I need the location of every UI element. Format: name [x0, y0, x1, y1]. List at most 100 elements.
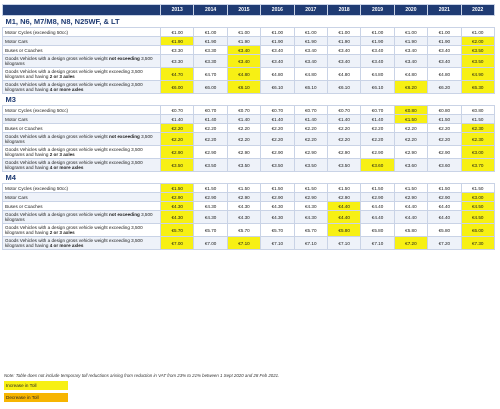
- toll-value-cell: €4.80: [226, 67, 262, 81]
- toll-value-cell: €3.60: [360, 158, 395, 172]
- toll-value-cell: €2.20: [226, 132, 262, 146]
- toll-value-cell: €6.20: [427, 80, 462, 94]
- toll-value-cell: €4.30: [226, 201, 262, 211]
- toll-value-cell: €2.90: [427, 145, 462, 159]
- toll-value-cell: €1.50: [159, 183, 195, 193]
- toll-value-cell: €4.40: [393, 210, 429, 224]
- legend-decrease: Decrease in Toll: [4, 393, 68, 402]
- toll-value-cell: €3.30: [159, 54, 195, 68]
- toll-value-cell: €3.40: [326, 54, 362, 68]
- toll-value-cell: €0.70: [326, 105, 362, 115]
- toll-value-cell: €3.40: [427, 54, 462, 68]
- table-row: Goods Vehicles with a design gross vehic…: [2, 210, 495, 224]
- toll-value-cell: €4.70: [193, 67, 228, 81]
- toll-value-cell: €2.20: [159, 132, 195, 146]
- toll-value-cell: €2.20: [226, 123, 262, 133]
- toll-value-cell: €1.50: [226, 183, 262, 193]
- toll-value-cell: €3.40: [427, 45, 462, 55]
- toll-value-cell: €4.30: [260, 210, 295, 224]
- toll-value-cell: €3.50: [293, 158, 328, 172]
- year-header-2022: 2022: [460, 4, 495, 16]
- toll-value-cell: €1.50: [393, 114, 429, 124]
- year-header-2019: 2019: [360, 4, 395, 16]
- section-title: M4: [2, 171, 495, 184]
- toll-value-cell: €3.00: [460, 145, 495, 159]
- toll-value-cell: €4.50: [460, 210, 495, 224]
- year-header-row: 2013 2014 2015 2016 2017 2018 2019 2020 2021 2022: [2, 4, 495, 16]
- toll-value-cell: €1.00: [193, 27, 228, 37]
- toll-value-cell: €3.60: [427, 158, 462, 172]
- toll-value-cell: €6.00: [159, 80, 195, 94]
- toll-value-cell: €2.90: [326, 192, 362, 202]
- legend-increase: Increase in Toll: [4, 381, 68, 390]
- toll-value-cell: €2.90: [226, 192, 262, 202]
- toll-value-cell: €4.30: [260, 201, 295, 211]
- toll-value-cell: €3.50: [193, 158, 228, 172]
- toll-value-cell: €3.50: [326, 158, 362, 172]
- toll-value-cell: €3.40: [226, 54, 262, 68]
- toll-value-cell: €1.40: [326, 114, 362, 124]
- toll-value-cell: €3.40: [393, 54, 429, 68]
- toll-value-cell: €5.70: [260, 223, 295, 237]
- toll-value-cell: €2.90: [293, 145, 328, 159]
- toll-value-cell: €6.00: [193, 80, 228, 94]
- toll-value-cell: €2.20: [427, 132, 462, 146]
- toll-value-cell: €1.40: [226, 114, 262, 124]
- toll-value-cell: €2.90: [427, 192, 462, 202]
- vehicle-class-label: Buses or Coaches: [2, 45, 161, 55]
- toll-value-cell: €5.70: [293, 223, 328, 237]
- toll-value-cell: €5.70: [159, 223, 195, 237]
- toll-value-cell: €2.20: [260, 123, 295, 133]
- toll-value-cell: €1.50: [326, 183, 362, 193]
- table-row: Goods Vehicles with a design gross vehic…: [2, 132, 495, 146]
- toll-value-cell: €2.90: [260, 145, 295, 159]
- toll-value-cell: €1.40: [260, 114, 295, 124]
- toll-value-cell: €4.40: [326, 201, 362, 211]
- toll-value-cell: €7.10: [226, 236, 262, 250]
- toll-value-cell: €2.30: [460, 132, 495, 146]
- toll-value-cell: €3.40: [326, 45, 362, 55]
- table-row: Goods Vehicles with a design gross vehic…: [2, 80, 495, 94]
- toll-value-cell: €1.00: [226, 27, 262, 37]
- table-note: Note: Table does not include temporary t…: [4, 373, 280, 378]
- toll-value-cell: €3.40: [260, 54, 295, 68]
- table-row: Motor Cycles (exceeding 50cc) €1.50 €1.50 €…: [2, 183, 495, 193]
- toll-value-cell: €1.00: [360, 27, 395, 37]
- vehicle-class-label: Goods Vehicles with a design gross vehic…: [2, 67, 161, 81]
- toll-value-cell: €2.00: [460, 36, 495, 46]
- toll-value-cell: €0.70: [226, 105, 262, 115]
- toll-value-cell: €1.90: [159, 36, 195, 46]
- toll-value-cell: €1.00: [260, 27, 295, 37]
- year-header-2018: 2018: [326, 4, 362, 16]
- toll-value-cell: €5.80: [393, 223, 429, 237]
- year-header-2013: 2013: [159, 4, 195, 16]
- toll-value-cell: €3.60: [393, 158, 429, 172]
- toll-value-cell: €2.20: [193, 123, 228, 133]
- toll-value-cell: €4.30: [159, 201, 195, 211]
- toll-value-cell: €0.80: [393, 105, 429, 115]
- toll-value-cell: €1.00: [293, 27, 328, 37]
- vehicle-class-label: Goods Vehicles with a design gross vehic…: [2, 145, 161, 159]
- toll-value-cell: €4.40: [360, 201, 395, 211]
- toll-table-body: M1, N6, M7/M8, N8, N25WF, & LT Motor Cycl…: [2, 15, 495, 250]
- toll-value-cell: €2.90: [260, 192, 295, 202]
- toll-value-cell: €2.20: [159, 123, 195, 133]
- toll-value-cell: €6.10: [260, 80, 295, 94]
- table-row: Goods Vehicles with a design gross vehic…: [2, 236, 495, 250]
- vehicle-class-label: Motor Cars: [2, 192, 161, 202]
- toll-value-cell: €4.40: [427, 201, 462, 211]
- toll-value-cell: €1.40: [360, 114, 395, 124]
- toll-value-cell: €1.50: [460, 114, 495, 124]
- toll-value-cell: €1.90: [360, 36, 395, 46]
- toll-value-cell: €4.30: [226, 210, 262, 224]
- toll-value-cell: €1.90: [193, 36, 228, 46]
- toll-value-cell: €2.20: [360, 132, 395, 146]
- toll-value-cell: €3.50: [260, 158, 295, 172]
- toll-value-cell: €6.20: [393, 80, 429, 94]
- toll-value-cell: €3.40: [293, 45, 328, 55]
- toll-value-cell: €7.00: [159, 236, 195, 250]
- table-row: Motor Cars €2.90 €2.90 €2.90 €2.90 €2.90 €2.90…: [2, 192, 495, 202]
- toll-value-cell: €1.40: [193, 114, 228, 124]
- toll-value-cell: €2.90: [326, 145, 362, 159]
